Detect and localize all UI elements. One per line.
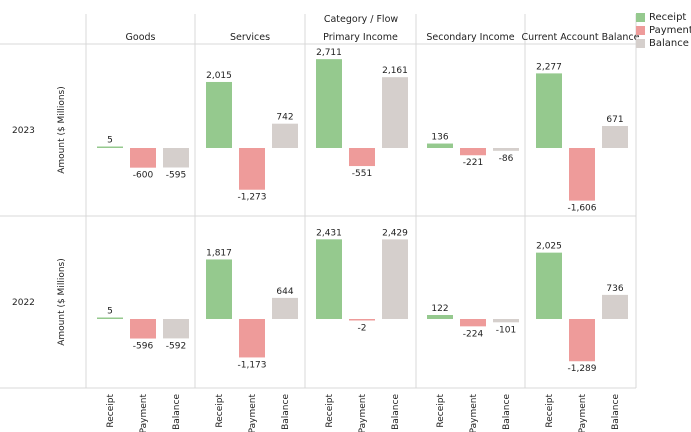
- data-label-2023-secondary-income-receipt: 136: [431, 133, 448, 143]
- x-tick-label-services-payment: Payment: [248, 394, 258, 432]
- data-label-2023-current-account-balance-payment: -1,606: [567, 204, 596, 214]
- x-tick-label-secondary-income-receipt: Receipt: [436, 394, 446, 428]
- data-label-2022-primary-income-balance: 2,429: [382, 228, 408, 238]
- legend-label-balance: Balance: [649, 37, 689, 49]
- bar-2023-current-account-balance-receipt: [536, 73, 562, 148]
- bar-2023-services-receipt: [206, 81, 232, 148]
- data-label-2023-current-account-balance-balance: 671: [606, 115, 623, 125]
- x-tick-label-current-account-balance-balance: Balance: [611, 394, 621, 430]
- bar-2022-primary-income-payment: [349, 319, 375, 321]
- bar-2023-secondary-income-payment: [460, 148, 486, 156]
- x-tick-label-goods-receipt: Receipt: [106, 394, 116, 428]
- data-label-2022-secondary-income-receipt: 122: [431, 304, 448, 314]
- legend-label-payment: Payment: [649, 24, 691, 36]
- x-tick-label-services-receipt: Receipt: [215, 394, 225, 428]
- x-tick-label-secondary-income-payment: Payment: [469, 394, 479, 432]
- bar-2023-current-account-balance-payment: [569, 148, 595, 201]
- x-tick-label-primary-income-payment: Payment: [358, 394, 368, 432]
- data-label-2022-current-account-balance-payment: -1,289: [567, 364, 596, 374]
- data-label-2022-goods-receipt: 5: [107, 307, 113, 317]
- y-axis-label-2023: Amount ($ Millions): [57, 86, 67, 174]
- bar-2023-primary-income-payment: [349, 148, 375, 167]
- legend-swatch-balance: [636, 38, 645, 48]
- x-tick-label-goods-balance: Balance: [172, 394, 182, 430]
- bar-2022-services-balance: [272, 297, 298, 319]
- bar-2022-primary-income-balance: [382, 239, 408, 319]
- bar-2022-current-account-balance-balance: [602, 294, 628, 319]
- data-label-2023-services-receipt: 2,015: [206, 71, 232, 81]
- bar-2022-goods-balance: [163, 319, 189, 339]
- bar-2023-goods-payment: [130, 148, 156, 168]
- data-label-2023-goods-payment: -600: [133, 171, 154, 181]
- bar-2022-secondary-income-balance: [493, 319, 519, 323]
- column-header-title: Category / Flow: [324, 14, 399, 25]
- x-tick-label-goods-payment: Payment: [139, 394, 149, 432]
- data-label-2022-secondary-income-payment: -224: [463, 329, 484, 339]
- data-label-2023-current-account-balance-receipt: 2,277: [536, 62, 562, 72]
- row-label-2023: 2023: [12, 126, 35, 136]
- bar-2022-services-payment: [239, 319, 265, 358]
- category-header-services: Services: [230, 32, 270, 43]
- bar-2022-services-receipt: [206, 259, 232, 319]
- legend-item-balance: Balance: [636, 37, 691, 49]
- data-label-2023-secondary-income-payment: -221: [463, 158, 483, 168]
- category-header-primary-income: Primary Income: [323, 32, 398, 43]
- legend: Receipt Payment Balance: [636, 11, 691, 50]
- bar-2022-current-account-balance-receipt: [536, 252, 562, 319]
- data-label-2022-goods-payment: -596: [133, 342, 154, 352]
- data-label-2022-services-balance: 644: [276, 287, 293, 297]
- bar-2022-goods-receipt: [97, 317, 123, 319]
- data-label-2022-services-receipt: 1,817: [206, 248, 232, 258]
- data-label-2022-current-account-balance-receipt: 2,025: [536, 242, 562, 252]
- data-label-2023-services-payment: -1,273: [237, 193, 266, 203]
- legend-swatch-payment: [636, 25, 645, 35]
- data-label-2022-services-payment: -1,173: [237, 360, 266, 370]
- data-label-2022-primary-income-receipt: 2,431: [316, 228, 342, 238]
- x-tick-label-services-balance: Balance: [281, 394, 291, 430]
- data-label-2022-current-account-balance-balance: 736: [606, 284, 623, 294]
- x-tick-label-current-account-balance-payment: Payment: [578, 394, 588, 432]
- category-header-secondary-income: Secondary Income: [426, 32, 514, 43]
- data-label-2023-goods-receipt: 5: [107, 136, 113, 146]
- data-label-2022-primary-income-payment: -2: [358, 324, 367, 334]
- data-label-2022-secondary-income-balance: -101: [496, 325, 516, 335]
- bar-2023-primary-income-receipt: [316, 59, 342, 148]
- bar-2023-secondary-income-receipt: [427, 143, 453, 148]
- y-axis-label-2022: Amount ($ Millions): [57, 258, 67, 346]
- category-header-current-account-balance: Current Account Balance: [522, 32, 640, 43]
- x-tick-label-primary-income-balance: Balance: [391, 394, 401, 430]
- bar-2022-current-account-balance-payment: [569, 319, 595, 362]
- bar-2023-current-account-balance-balance: [602, 126, 628, 148]
- data-label-2023-primary-income-receipt: 2,711: [316, 48, 342, 58]
- category-header-goods: Goods: [126, 32, 156, 43]
- x-tick-label-primary-income-receipt: Receipt: [325, 394, 335, 428]
- data-label-2023-primary-income-payment: -551: [352, 169, 372, 179]
- data-label-2023-goods-balance: -595: [166, 170, 186, 180]
- bar-2023-goods-balance: [163, 148, 189, 168]
- bar-2023-services-balance: [272, 123, 298, 148]
- x-tick-label-secondary-income-balance: Balance: [502, 394, 512, 430]
- legend-swatch-receipt: [636, 12, 645, 22]
- bar-2023-services-payment: [239, 148, 265, 190]
- bar-2022-goods-payment: [130, 319, 156, 339]
- legend-item-payment: Payment: [636, 24, 691, 36]
- legend-item-receipt: Receipt: [636, 11, 691, 23]
- bar-2023-secondary-income-balance: [493, 148, 519, 151]
- bar-2022-primary-income-receipt: [316, 239, 342, 319]
- x-tick-label-current-account-balance-receipt: Receipt: [545, 394, 555, 428]
- data-label-2023-secondary-income-balance: -86: [499, 154, 514, 164]
- data-label-2023-primary-income-balance: 2,161: [382, 66, 408, 76]
- bar-2022-secondary-income-payment: [460, 319, 486, 327]
- data-label-2023-services-balance: 742: [276, 113, 293, 123]
- bar-2023-goods-receipt: [97, 146, 123, 148]
- bar-2023-primary-income-balance: [382, 77, 408, 148]
- row-label-2022: 2022: [12, 298, 35, 308]
- data-label-2022-goods-balance: -592: [166, 341, 186, 351]
- legend-label-receipt: Receipt: [649, 11, 687, 23]
- bar-2022-secondary-income-receipt: [427, 315, 453, 319]
